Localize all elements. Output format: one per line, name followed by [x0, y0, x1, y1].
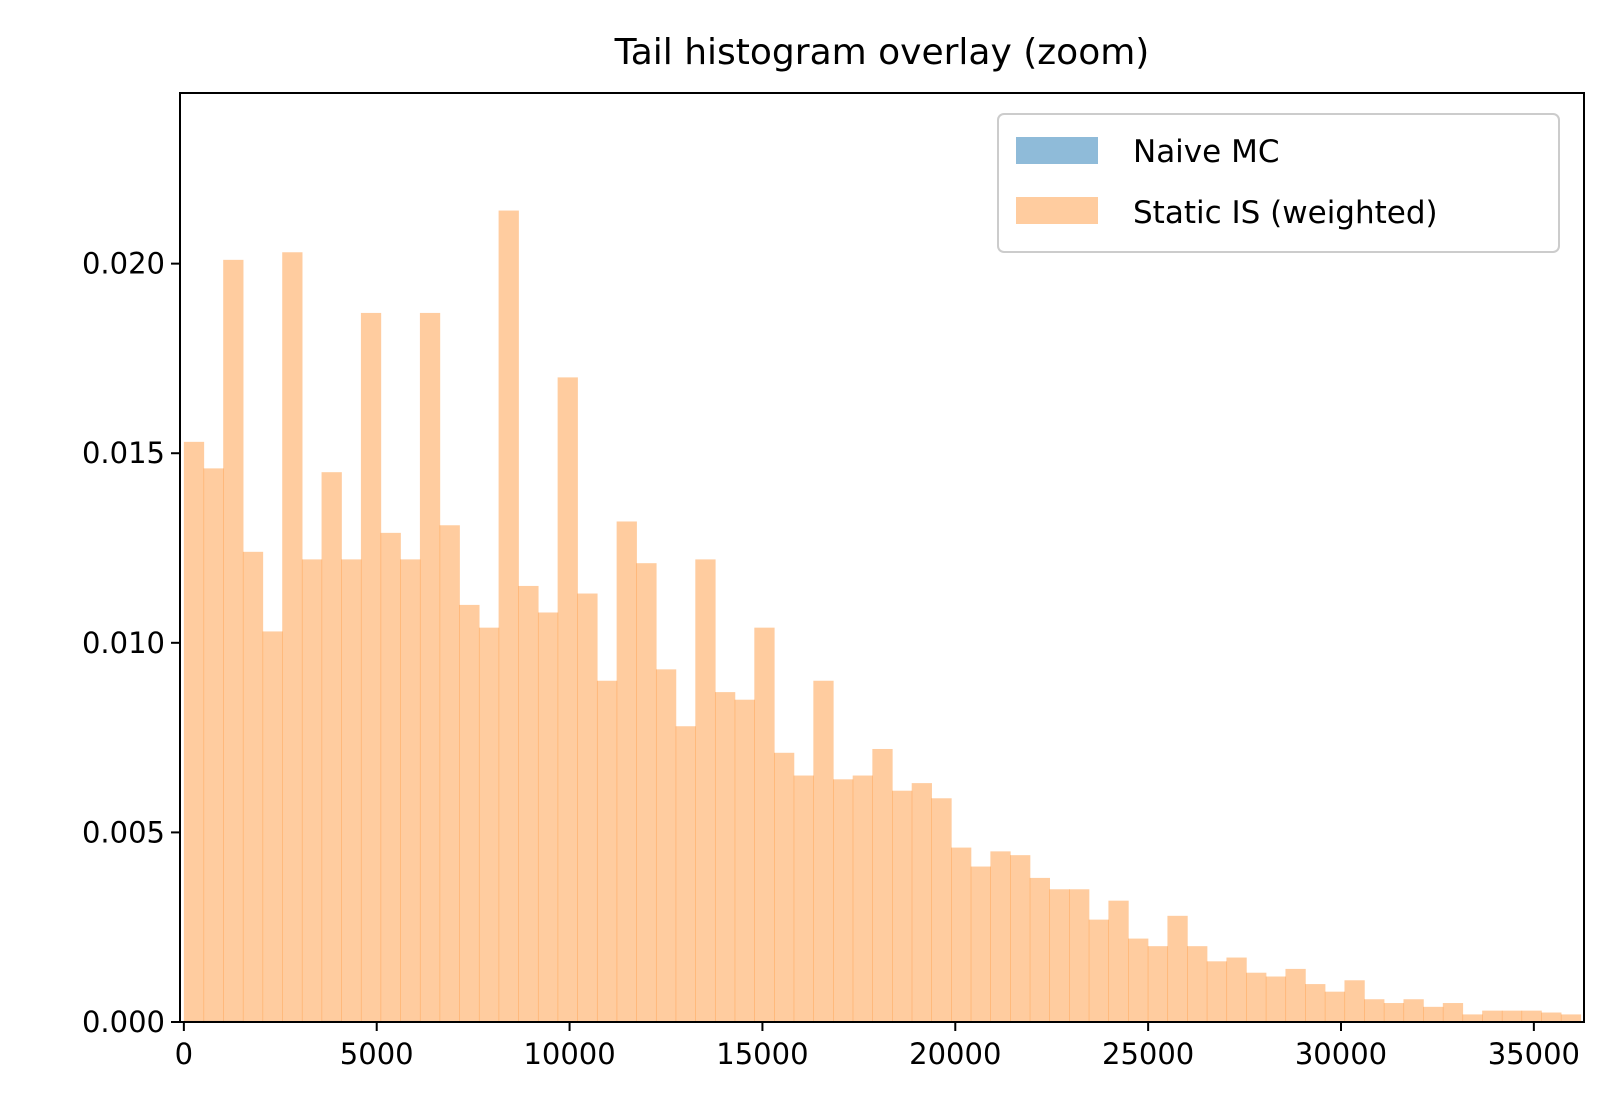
bar-static-is-16: [498, 210, 519, 1022]
plot-frame: [179, 92, 1585, 1023]
legend-swatch-static-is: [1016, 197, 1098, 224]
bar-static-is-20: [577, 593, 598, 1022]
bar-static-is-59: [1344, 980, 1365, 1022]
y-tick-label: 0.015: [82, 436, 165, 470]
y-axis: 0.000 0.005 0.010 0.015 0.020: [82, 247, 180, 1039]
bar-static-is-56: [1285, 968, 1306, 1022]
bar-static-is-33: [833, 779, 854, 1022]
bar-static-is-7: [321, 472, 342, 1022]
bar-static-is-10: [380, 532, 401, 1022]
bar-static-is-27: [714, 692, 736, 1022]
bar-static-is-31: [793, 775, 814, 1022]
bar-static-is-22: [616, 521, 637, 1022]
bar-static-is-55: [1265, 976, 1287, 1022]
bar-static-is-64: [1442, 1003, 1464, 1022]
bar-static-is-28: [734, 699, 755, 1022]
bar-static-is-70: [1560, 1014, 1582, 1022]
bar-static-is-60: [1364, 999, 1385, 1022]
bar-static-is-4: [262, 631, 283, 1022]
bar-static-is-26: [695, 559, 716, 1022]
bar-static-is-53: [1226, 957, 1247, 1022]
bar-static-is-25: [675, 726, 696, 1022]
bar-static-is-39: [951, 847, 972, 1022]
bar-static-is-29: [754, 627, 775, 1022]
y-tick-label: 0.010: [82, 626, 165, 660]
bar-static-is-37: [911, 783, 932, 1022]
bar-static-is-38: [931, 798, 952, 1022]
x-tick-label: 15000: [716, 1037, 808, 1071]
bar-static-is-46: [1088, 919, 1110, 1022]
bar-static-is-36: [892, 790, 913, 1022]
bar-static-is-19: [557, 377, 578, 1022]
histogram-bars: [183, 210, 1582, 1023]
bar-static-is-40: [970, 866, 991, 1022]
bar-static-is-51: [1187, 946, 1208, 1022]
bar-static-is-63: [1423, 1006, 1444, 1022]
x-tick-label: 30000: [1295, 1037, 1387, 1071]
bar-static-is-24: [655, 669, 677, 1022]
x-tick-label: 25000: [1102, 1037, 1194, 1071]
bar-static-is-44: [1049, 889, 1070, 1022]
bar-static-is-32: [813, 680, 834, 1022]
bar-static-is-17: [518, 585, 539, 1022]
bar-static-is-0: [183, 441, 205, 1022]
bar-static-is-8: [341, 559, 362, 1022]
x-tick-label: 5000: [340, 1037, 414, 1071]
bar-static-is-23: [636, 563, 657, 1022]
bar-static-is-61: [1383, 1003, 1405, 1022]
legend-label-static-is: Static IS (weighted): [1133, 195, 1438, 231]
x-tick-label: 20000: [909, 1037, 1001, 1071]
bar-static-is-18: [537, 612, 559, 1022]
bar-static-is-47: [1108, 900, 1129, 1022]
bar-static-is-30: [774, 752, 795, 1022]
bar-static-is-58: [1324, 991, 1346, 1022]
legend-swatch-naive-mc: [1016, 137, 1098, 164]
bar-static-is-69: [1541, 1012, 1562, 1022]
y-tick-label: 0.020: [82, 247, 165, 281]
bar-static-is-21: [596, 680, 618, 1022]
bar-static-is-50: [1167, 915, 1188, 1022]
bar-static-is-57: [1305, 984, 1326, 1022]
bar-static-is-1: [203, 468, 224, 1022]
bar-static-is-12: [419, 312, 441, 1023]
bar-static-is-67: [1501, 1010, 1523, 1022]
bar-static-is-9: [360, 312, 382, 1023]
bar-static-is-3: [242, 551, 264, 1022]
bar-static-is-15: [478, 627, 500, 1022]
bar-static-is-41: [990, 851, 1011, 1022]
x-tick-label: 0: [175, 1037, 193, 1071]
bar-static-is-11: [400, 559, 421, 1022]
legend-label-naive-mc: Naive MC: [1133, 134, 1279, 170]
bar-static-is-42: [1010, 855, 1031, 1022]
bar-static-is-43: [1029, 877, 1050, 1022]
chart-title: Tail histogram overlay (zoom): [614, 32, 1150, 73]
bar-static-is-14: [459, 604, 480, 1022]
bar-static-is-52: [1206, 961, 1228, 1022]
x-tick-label: 35000: [1488, 1037, 1580, 1071]
y-tick-label: 0.005: [82, 815, 165, 849]
bar-static-is-35: [872, 748, 893, 1022]
bar-static-is-48: [1128, 938, 1149, 1022]
bar-static-is-45: [1069, 889, 1090, 1022]
bar-static-is-2: [223, 259, 244, 1022]
y-tick-label: 0.000: [82, 1005, 165, 1039]
bar-static-is-62: [1403, 999, 1424, 1022]
legend: Naive MC Static IS (weighted): [997, 113, 1560, 253]
x-tick-label: 10000: [523, 1037, 615, 1071]
bar-static-is-6: [301, 559, 323, 1022]
bar-static-is-65: [1462, 1014, 1483, 1022]
bar-static-is-66: [1482, 1010, 1503, 1022]
bar-static-is-13: [439, 525, 460, 1022]
bar-static-is-54: [1246, 972, 1267, 1022]
bar-static-is-49: [1147, 946, 1169, 1022]
bar-static-is-34: [852, 775, 873, 1022]
bar-static-is-68: [1521, 1010, 1542, 1022]
x-axis: 0 5000 10000 15000 20000 25000 30000 35000: [175, 1022, 1580, 1071]
bar-static-is-5: [282, 252, 303, 1022]
legend-box: [997, 113, 1560, 253]
